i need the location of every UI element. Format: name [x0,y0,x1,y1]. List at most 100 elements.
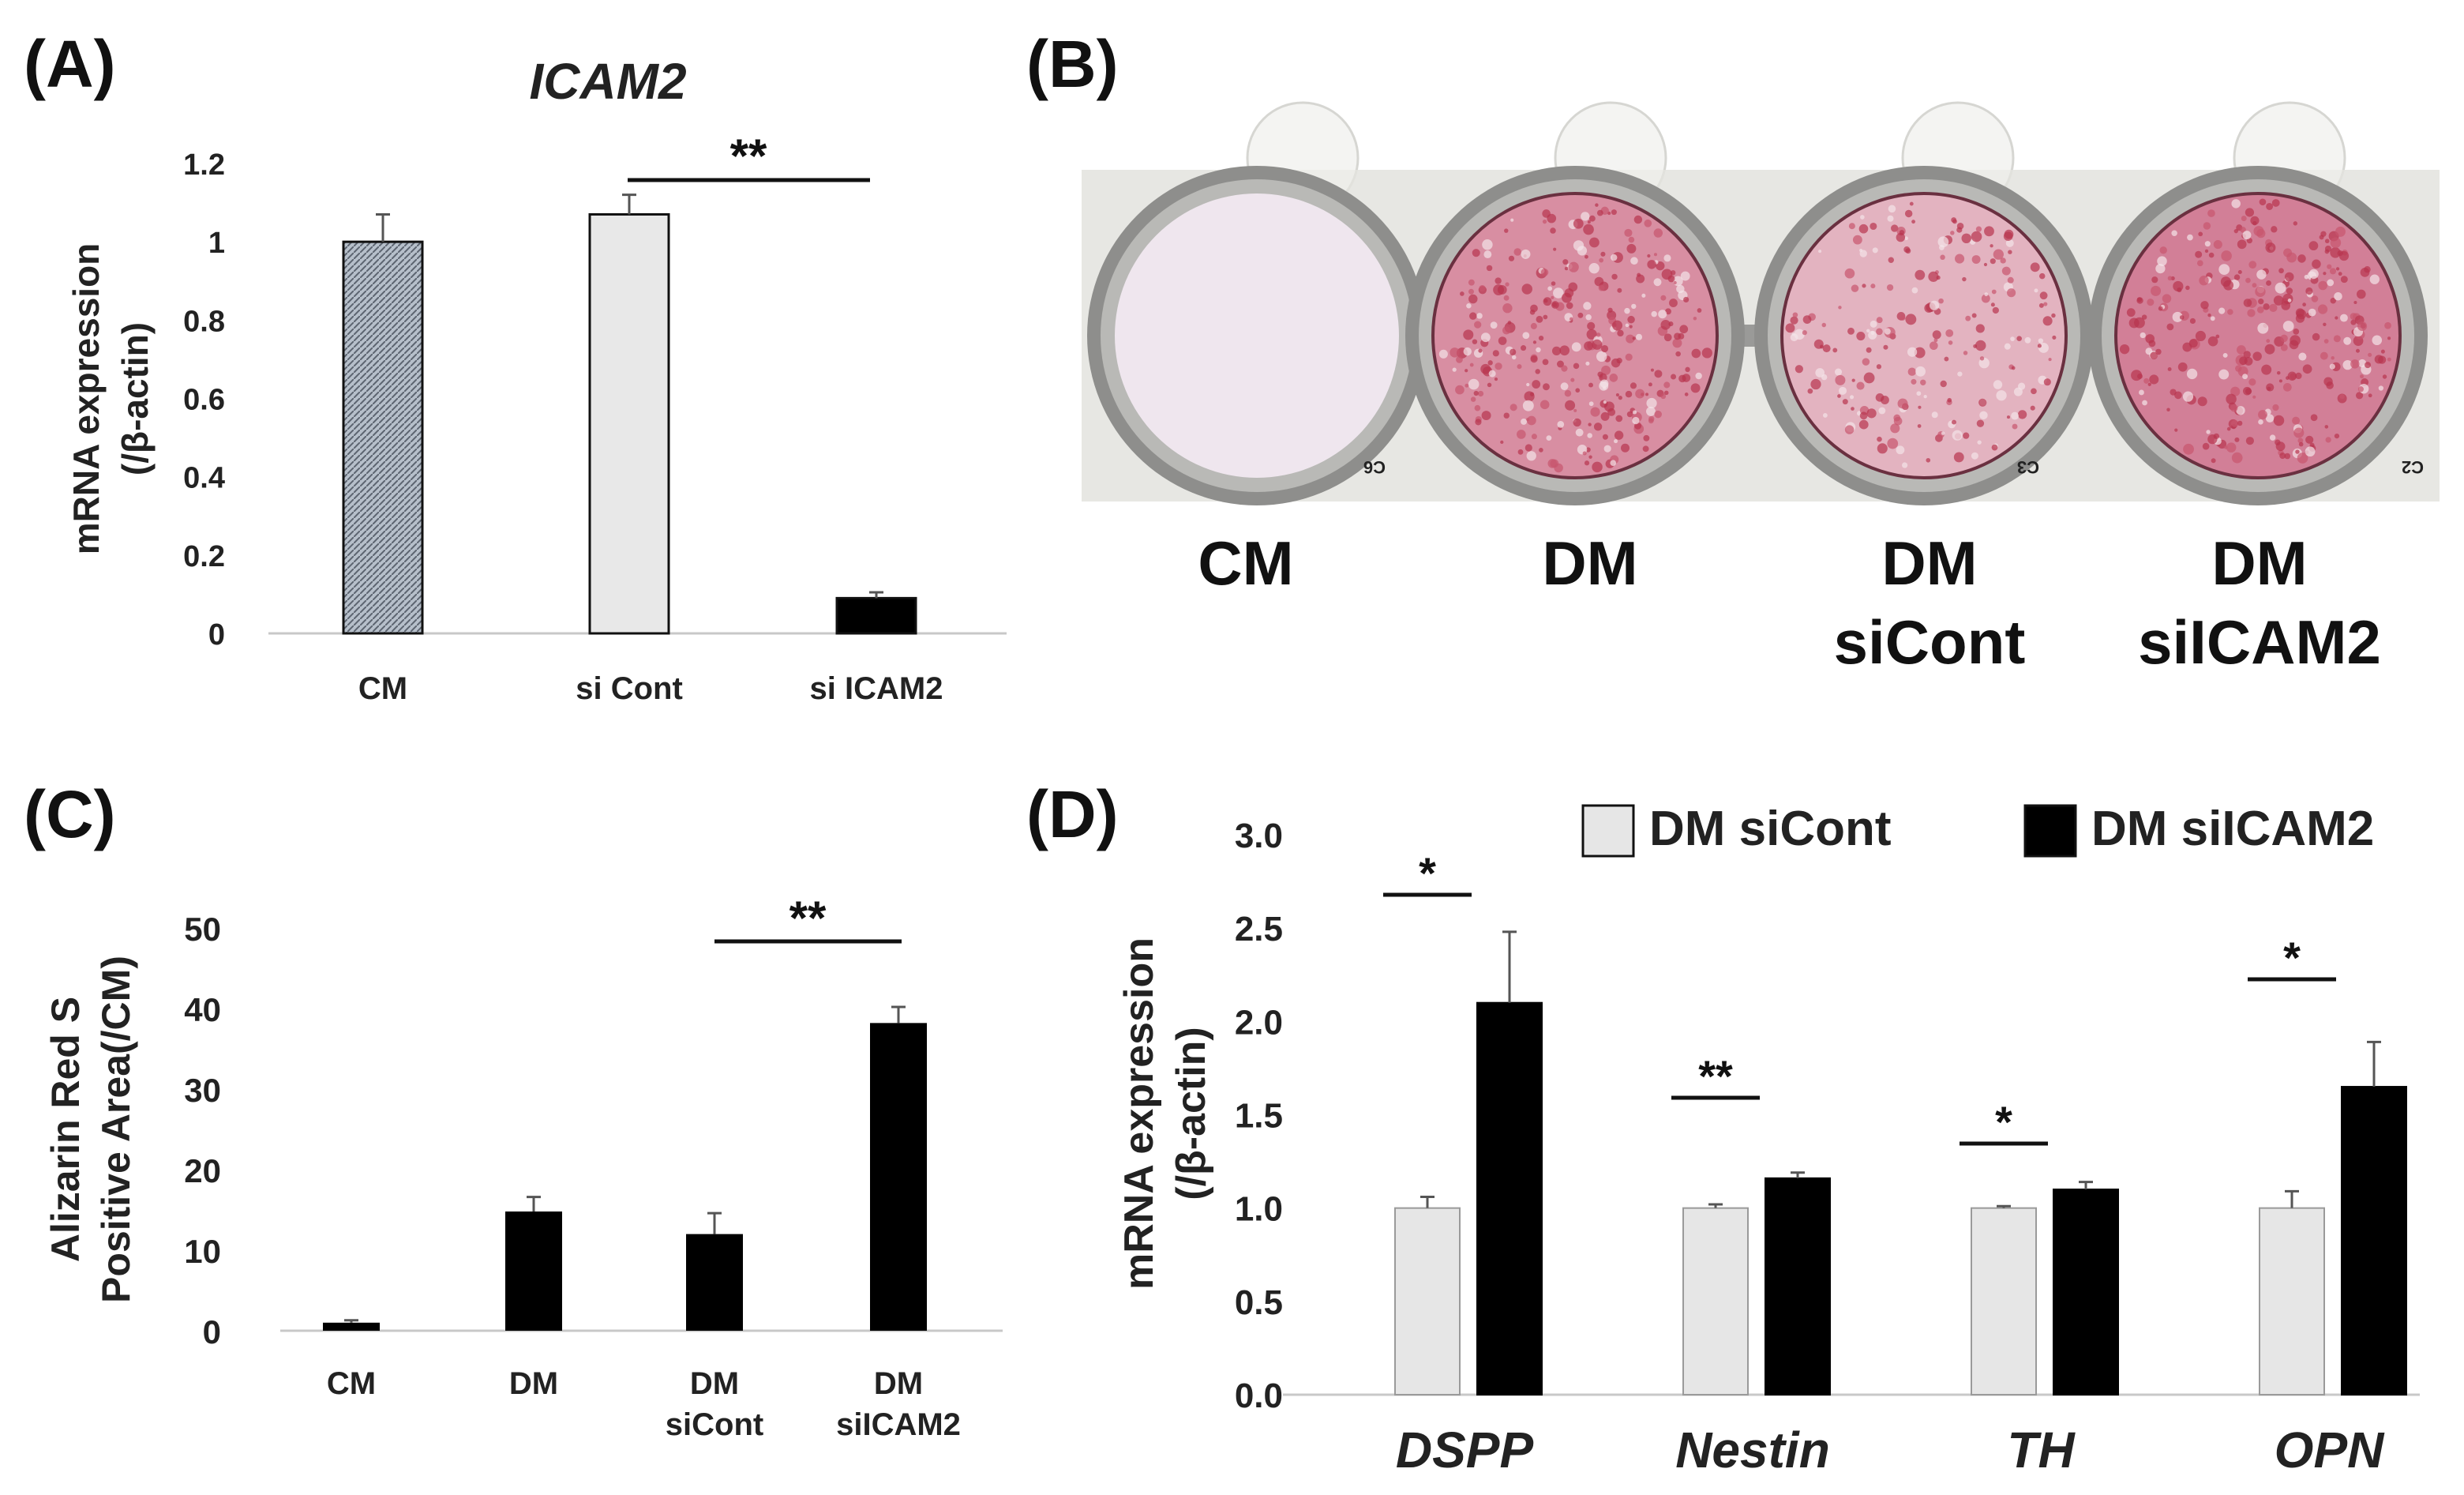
stain-speck [1466,302,1472,309]
stain-speck [1470,396,1476,402]
stain-speck [1680,271,1690,281]
stain-speck [2147,299,2155,306]
stain-speck [2335,267,2340,271]
stain-speck [2171,230,2177,236]
stain-speck [1975,340,1986,351]
stain-speck [2264,344,2275,355]
significance-label: ** [730,130,767,182]
stain-speck [1938,244,1945,250]
stain-speck [1480,332,1491,343]
significance-label: ** [789,892,827,945]
stain-speck [2240,227,2246,233]
y-axis-label-line: (/β-actin) [114,322,156,475]
stain-speck [1991,289,1997,295]
stain-speck [1886,284,1894,291]
stain-speck [1543,383,1550,391]
stain-speck [1568,261,1579,272]
stain-speck [1503,412,1510,419]
stain-speck [1979,356,1985,361]
stain-speck [1577,246,1588,256]
stain-speck [2311,295,2319,302]
stain-speck [2140,332,2146,339]
stain-speck [1951,217,1957,223]
stain-speck [2244,356,2253,366]
stain-speck [1504,228,1509,233]
stain-speck [2302,302,2306,307]
stain-speck [2257,322,2269,334]
stain-speck [2261,364,2272,375]
stain-speck [1663,254,1671,262]
bar-sicont [1971,1207,2037,1395]
stain-speck [1587,433,1592,438]
stain-speck [1932,330,1941,340]
stain-speck [1522,400,1534,411]
stain-speck [2223,280,2234,291]
stain-speck [1931,411,1938,419]
stain-speck [2360,268,2370,277]
stain-speck [1636,333,1643,340]
y-tick-label: 1.5 [1235,1097,1283,1136]
well-label-line: DM [1881,528,1977,598]
stain-speck [1463,329,1474,340]
well-stain [1431,192,1719,479]
stain-speck [1532,340,1537,344]
stain-speck [1573,408,1577,412]
bar-3 [835,596,917,635]
stain-speck [2166,408,2170,411]
stain-speck [1900,315,1906,321]
stain-speck [1543,314,1548,320]
y-axis-label-line: mRNA expression [66,243,107,555]
stain-speck [2237,239,2247,250]
stain-speck [1583,223,1594,235]
stain-speck [1973,344,1978,348]
stain-speck [1502,326,1511,335]
stain-speck [1472,249,1480,257]
stain-speck [2199,276,2209,286]
stain-speck [2004,343,2011,350]
stain-speck [2051,313,2056,318]
x-tick-label-line: CM [327,1366,376,1401]
stain-speck [1525,444,1532,452]
y-tick-label: 40 [184,991,221,1028]
stain-speck [2273,415,2285,426]
stain-speck [2128,317,2140,329]
stain-speck [1872,247,1878,254]
stain-speck [2324,249,2330,254]
stain-speck [2245,277,2251,284]
stain-speck [1920,379,1926,386]
stain-speck [1631,303,1637,310]
stain-speck [1530,322,1537,329]
stain-speck [1909,201,1914,206]
stain-speck [1660,393,1667,400]
stain-speck [2357,321,2368,332]
stain-speck [2293,329,2300,335]
stain-speck [2266,280,2271,286]
stain-speck [1609,374,1618,382]
stain-speck [1963,351,1968,355]
stain-speck [1983,262,1988,267]
stain-speck [2280,334,2288,343]
stain-speck [1896,232,1906,242]
y-tick-label: 0.6 [183,384,225,417]
stain-speck [1595,203,1599,207]
stain-speck [1822,344,1831,353]
stain-speck [1950,231,1955,235]
stain-speck [2293,221,2298,226]
stain-speck [2000,257,2006,264]
stain-speck [2218,369,2230,380]
stain-speck [1815,368,1825,378]
stain-speck [1507,321,1512,325]
legend-label: DM siCont [1649,802,1892,856]
y-tick-label: 0.4 [183,462,225,495]
stain-speck [2141,314,2147,320]
stain-speck [1510,404,1517,411]
stain-speck [1807,388,1813,394]
stain-speck [2167,367,2172,371]
stain-speck [1503,295,1510,301]
stain-speck [2215,334,2220,339]
stain-speck [2207,313,2211,317]
stain-speck [2335,316,2338,320]
stain-speck [1468,279,1475,286]
stain-speck [2320,231,2327,237]
y-tick-label: 10 [184,1233,221,1270]
